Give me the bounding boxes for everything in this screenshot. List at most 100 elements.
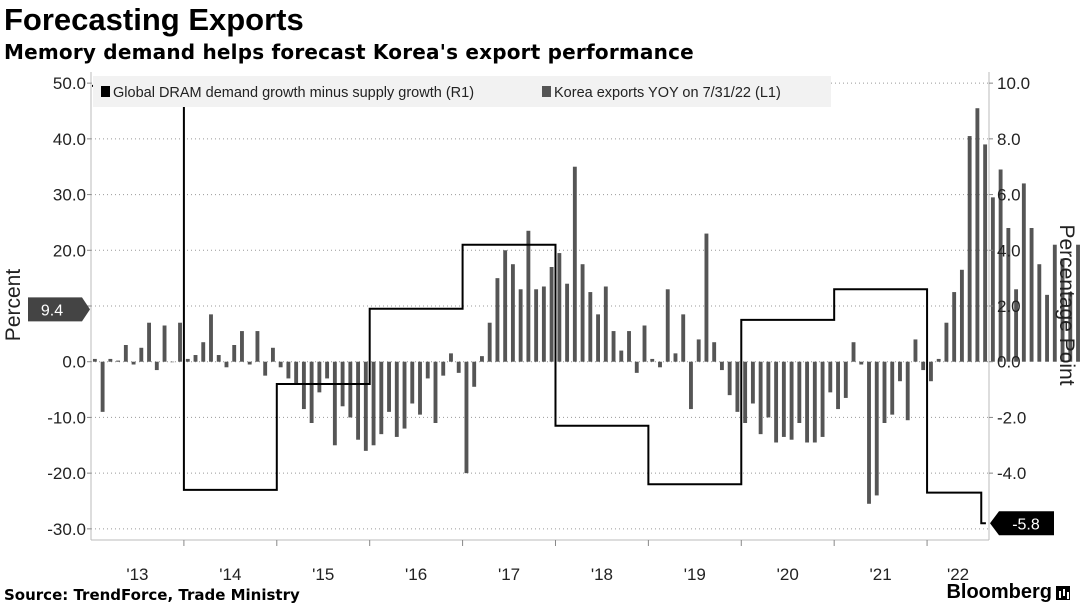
- x-tick-label: '16: [405, 565, 427, 584]
- right-tick-label: 0.0: [997, 353, 1021, 372]
- x-tick-label: '19: [684, 565, 706, 584]
- export-bar: [789, 361, 794, 440]
- export-bar: [681, 314, 686, 362]
- export-bar: [301, 361, 306, 410]
- export-bar: [719, 361, 724, 371]
- export-bar: [704, 233, 709, 362]
- legend-label-exports: Korea exports YOY on 7/31/22 (L1): [554, 85, 781, 101]
- export-bar: [781, 361, 786, 437]
- export-bar: [603, 286, 608, 362]
- export-bar: [139, 347, 144, 362]
- left-value-flag: 9.4: [28, 297, 90, 322]
- export-bar: [100, 361, 105, 412]
- export-bar: [650, 358, 655, 362]
- export-bar: [712, 342, 717, 362]
- export-bar: [480, 356, 484, 362]
- chart-title: Forecasting Exports: [4, 2, 304, 37]
- export-bar: [774, 361, 779, 443]
- export-bar: [874, 361, 879, 496]
- export-bar: [952, 292, 957, 362]
- export-bar: [108, 358, 113, 362]
- export-bar: [665, 289, 670, 362]
- export-bar: [867, 361, 871, 504]
- x-tick-label: '20: [777, 565, 799, 584]
- export-bar: [209, 314, 213, 362]
- export-bar: [983, 144, 988, 362]
- export-bar: [162, 325, 167, 362]
- export-bar: [247, 361, 252, 365]
- export-bar: [1060, 258, 1065, 362]
- export-bar: [348, 361, 353, 418]
- export-bar: [147, 322, 151, 362]
- x-tick-label: '14: [219, 565, 241, 584]
- right-tick-label: 2.0: [997, 297, 1021, 316]
- export-bar: [534, 289, 539, 362]
- legend-background: [93, 76, 831, 107]
- left-tick-label: -20.0: [47, 464, 86, 483]
- export-bar: [472, 361, 477, 387]
- export-bar: [1029, 228, 1034, 362]
- export-bar: [588, 292, 593, 362]
- right-tick-label: -2.0: [997, 408, 1026, 427]
- export-bar: [828, 361, 833, 393]
- export-bar: [642, 325, 647, 362]
- export-bar: [913, 339, 918, 362]
- x-tick-label: '13: [126, 565, 148, 584]
- right-flag-text: -5.8: [1012, 516, 1040, 533]
- export-bar: [634, 361, 639, 373]
- export-bar: [1021, 183, 1026, 362]
- left-tick-label: 50.0: [53, 74, 86, 93]
- export-bar: [518, 289, 523, 362]
- chart-subtitle: Memory demand helps forecast Korea's exp…: [4, 40, 694, 64]
- export-bar: [394, 361, 399, 437]
- left-flag-shape: [28, 297, 90, 322]
- x-tick-label: '22: [947, 565, 969, 584]
- right-tick-label: 10.0: [997, 74, 1030, 93]
- export-bar: [805, 361, 810, 443]
- x-tick-label: '17: [498, 565, 520, 584]
- export-bar: [185, 358, 190, 362]
- export-bar: [743, 361, 748, 423]
- export-bar: [116, 360, 121, 362]
- x-tick-label: '15: [312, 565, 334, 584]
- right-value-flag: -5.8: [990, 511, 1054, 536]
- export-bar: [797, 361, 802, 423]
- export-bar: [836, 361, 840, 410]
- export-bar: [596, 314, 600, 362]
- export-bar: [998, 169, 1003, 362]
- legend-label-dram: Global DRAM demand growth minus supply g…: [113, 85, 474, 101]
- export-bar: [449, 353, 453, 362]
- export-bar: [379, 361, 384, 435]
- export-bar: [131, 361, 136, 365]
- bloomberg-icon: [1056, 586, 1070, 600]
- export-bar: [317, 361, 322, 393]
- legend-swatch-exports: [542, 86, 551, 97]
- export-bar: [286, 361, 291, 379]
- right-axis-title: Percentage Point: [1055, 224, 1078, 385]
- export-bar: [882, 361, 887, 423]
- export-bar: [371, 361, 376, 446]
- export-bar: [387, 361, 391, 412]
- export-bar: [820, 361, 825, 437]
- export-bar: [1006, 228, 1011, 362]
- export-bar: [232, 345, 237, 362]
- export-bars: [92, 108, 1080, 504]
- export-bar: [1068, 292, 1073, 362]
- export-bar: [627, 331, 631, 362]
- x-tick-label: '18: [591, 565, 613, 584]
- export-bar: [201, 342, 206, 362]
- left-tick-label: -10.0: [47, 408, 86, 427]
- export-bar: [549, 267, 554, 362]
- export-bar: [975, 108, 980, 362]
- export-bar: [944, 322, 949, 362]
- export-bar: [224, 361, 229, 368]
- left-tick-label: 20.0: [53, 241, 86, 260]
- export-bar: [921, 361, 926, 371]
- export-bar: [216, 355, 221, 362]
- export-bar: [425, 361, 430, 379]
- dram-step-line: [92, 84, 986, 525]
- export-bar: [766, 361, 771, 418]
- export-bar: [611, 331, 616, 362]
- x-axis-ticks: '13 '14 '15 '16 '17 '18 '19 '20 '21 '22: [126, 540, 969, 584]
